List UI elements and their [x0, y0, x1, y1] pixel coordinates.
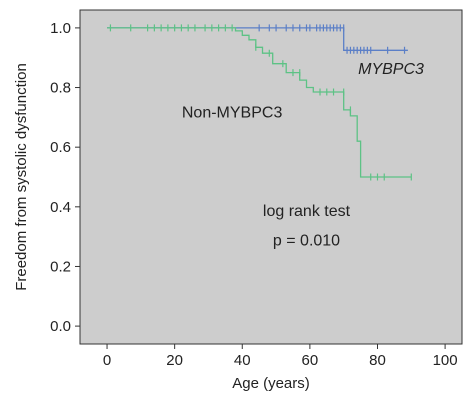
y-axis-label: Freedom from systolic dysfunction — [13, 63, 30, 291]
annotation-text: Non-MYBPC3 — [182, 104, 283, 121]
x-tick-label: 20 — [166, 352, 183, 369]
x-tick-label: 100 — [433, 352, 458, 369]
annotation-text: p = 0.010 — [273, 233, 340, 250]
y-tick-label: 0.6 — [50, 139, 71, 156]
x-axis-label: Age (years) — [232, 375, 310, 392]
plot-frame — [79, 9, 463, 345]
y-tick-label: 1.0 — [50, 20, 71, 37]
annotation-text: log rank test — [263, 203, 351, 220]
x-tick-label: 0 — [103, 352, 111, 369]
y-tick-label: 0.8 — [50, 80, 71, 97]
y-tick-label: 0.4 — [50, 199, 71, 216]
y-tick-label: 0.0 — [50, 318, 71, 335]
y-tick-label: 0.2 — [50, 258, 71, 275]
x-tick-label: 60 — [302, 352, 319, 369]
x-tick-label: 40 — [234, 352, 251, 369]
x-tick-label: 80 — [369, 352, 386, 369]
annotation-text: MYBPC3 — [358, 61, 424, 78]
